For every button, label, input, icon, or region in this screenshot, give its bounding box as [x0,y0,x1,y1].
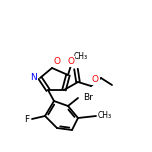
Text: O: O [54,57,61,66]
Text: CH₃: CH₃ [74,52,88,61]
Text: CH₃: CH₃ [98,112,112,121]
Text: N: N [30,74,37,83]
Text: F: F [24,116,29,124]
Text: Br: Br [83,93,93,102]
Text: O: O [67,57,74,66]
Text: O: O [92,75,99,84]
